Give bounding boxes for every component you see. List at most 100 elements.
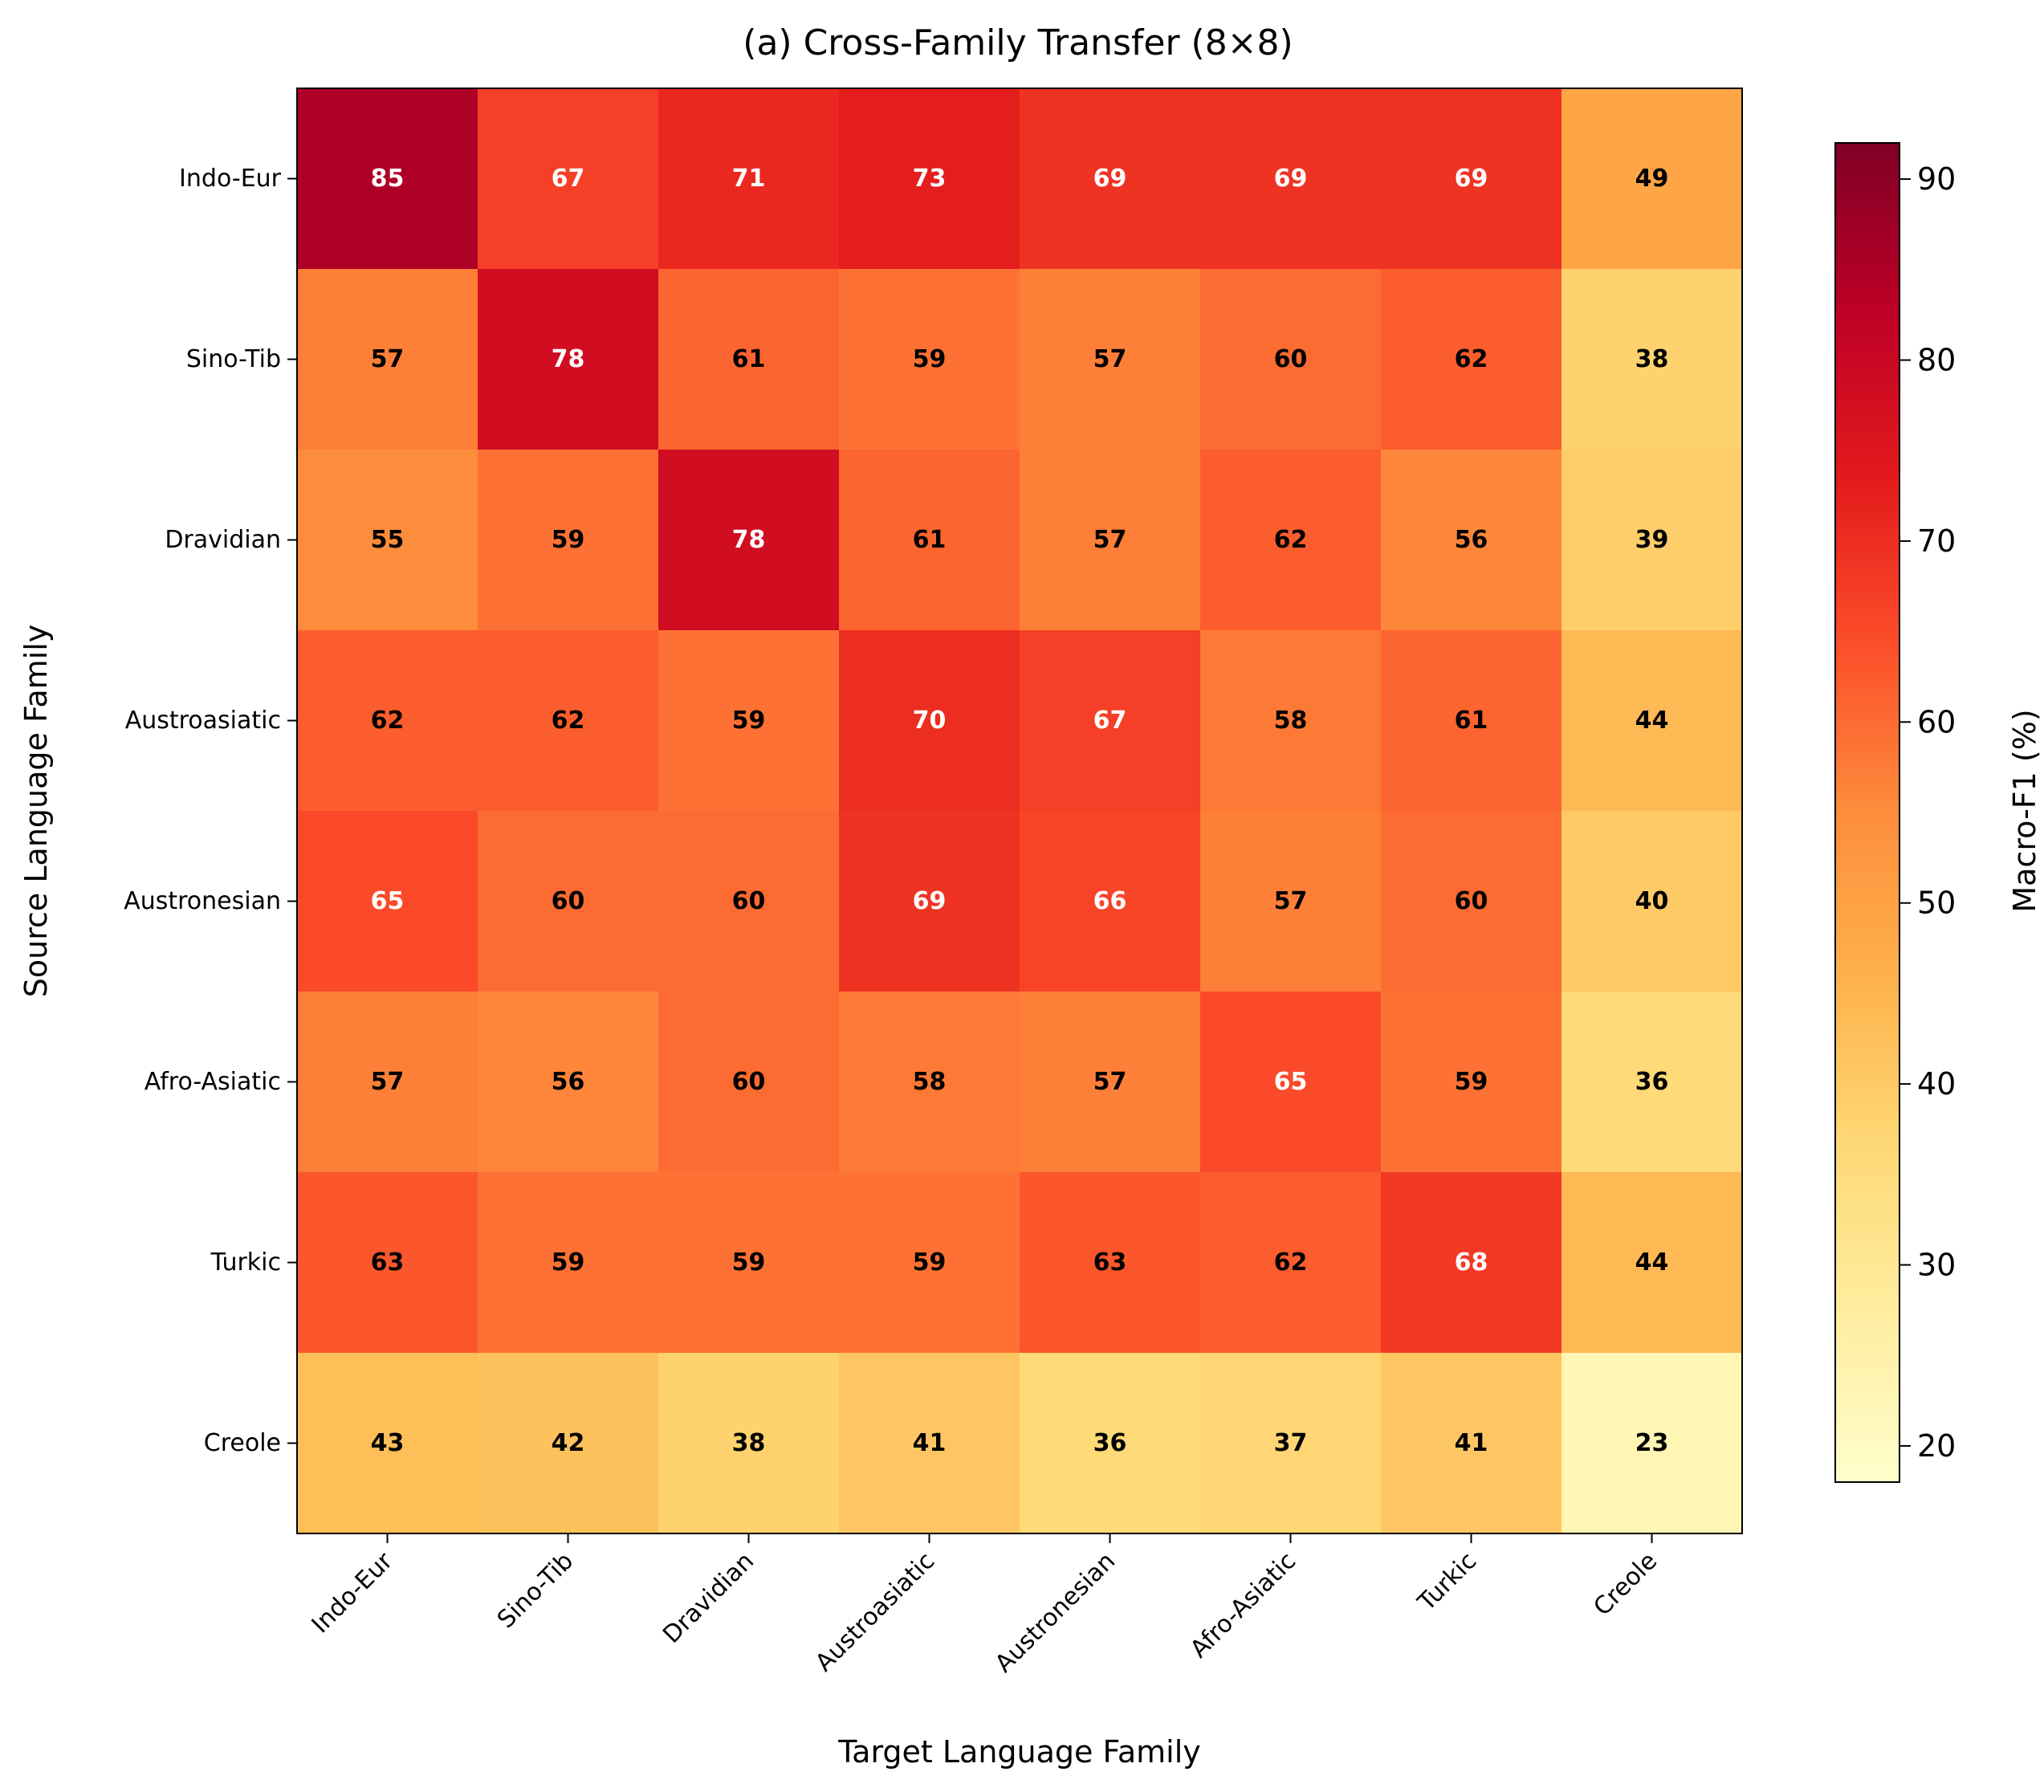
y-tick-label-7: Creole	[204, 1429, 281, 1457]
colorbar-tick-label-70: 70	[1917, 523, 1956, 559]
x-tick-label-0: Indo-Eur	[307, 1546, 399, 1639]
heatmap-cell-7-4	[1020, 1353, 1201, 1534]
heatmap-cell-4-2	[658, 811, 840, 992]
cell-value-label-2-4: 57	[1093, 526, 1127, 554]
heatmap-cell-2-7	[1562, 450, 1743, 631]
cell-value-label-0-3: 73	[913, 165, 947, 193]
heatmap-cell-7-5	[1200, 1353, 1382, 1534]
cell-value-label-0-1: 67	[552, 165, 585, 193]
heatmap-cell-3-3	[839, 630, 1020, 812]
heatmap-cell-7-2	[658, 1353, 840, 1534]
colorbar-tick-label-50: 50	[1917, 886, 1956, 921]
heatmap-cell-2-1	[478, 450, 659, 631]
heatmap-cell-4-6	[1381, 811, 1562, 992]
colorbar-tick-label-90: 90	[1917, 161, 1956, 197]
heatmap-cell-3-2	[658, 630, 840, 812]
heatmap-cell-5-0	[297, 992, 478, 1173]
cell-value-label-0-5: 69	[1274, 165, 1308, 193]
cell-value-label-4-3: 69	[913, 887, 947, 915]
cell-value-label-4-4: 66	[1093, 887, 1127, 915]
y-tick-label-5: Afro-Asiatic	[145, 1068, 281, 1096]
heatmap-cell-6-0	[297, 1172, 478, 1354]
heatmap-cell-1-5	[1200, 269, 1382, 450]
heatmap-cell-6-4	[1020, 1172, 1201, 1354]
x-axis-label: Target Language Family	[837, 1734, 1201, 1770]
heatmap-cell-2-6	[1381, 450, 1562, 631]
cell-value-label-7-2: 38	[732, 1429, 766, 1457]
heatmap-cell-5-6	[1381, 992, 1562, 1173]
heatmap-cell-2-2	[658, 450, 840, 631]
heatmap-cell-7-0	[297, 1353, 478, 1534]
colorbar-label: Macro-F1 (%)	[2007, 709, 2042, 912]
x-tick-label-4: Austronesian	[990, 1547, 1121, 1678]
cell-value-label-4-5: 57	[1274, 887, 1308, 915]
heatmap-cell-5-7	[1562, 992, 1743, 1173]
heatmap-cell-1-6	[1381, 269, 1562, 450]
y-axis-label: Source Language Family	[18, 625, 54, 997]
cell-value-label-7-0: 43	[371, 1429, 405, 1457]
heatmap-cell-0-6	[1381, 88, 1562, 270]
cell-value-label-4-6: 60	[1455, 887, 1488, 915]
heatmap-cell-5-2	[658, 992, 840, 1173]
x-tick-label-7: Creole	[1588, 1547, 1663, 1622]
x-tick-label-5: Afro-Asiatic	[1185, 1547, 1301, 1664]
cell-value-label-5-0: 57	[371, 1068, 405, 1096]
heatmap-cell-4-4	[1020, 811, 1201, 992]
heatmap-cell-3-7	[1562, 630, 1743, 812]
colorbar-tick-label-80: 80	[1917, 342, 1956, 377]
cell-value-label-3-1: 62	[552, 707, 585, 735]
cell-value-label-5-7: 36	[1635, 1068, 1669, 1096]
heatmap-cell-1-4	[1020, 269, 1201, 450]
cell-value-label-0-6: 69	[1455, 165, 1488, 193]
heatmap-cell-2-0	[297, 450, 478, 631]
heatmap-cell-4-3	[839, 811, 1020, 992]
cell-value-label-2-7: 39	[1635, 526, 1669, 554]
cell-value-label-3-7: 44	[1635, 707, 1669, 735]
y-tick-label-4: Austronesian	[124, 887, 281, 915]
heatmap-cell-4-5	[1200, 811, 1382, 992]
heatmap-cell-6-6	[1381, 1172, 1562, 1354]
cell-value-label-5-6: 59	[1455, 1068, 1488, 1096]
cell-value-label-6-2: 59	[732, 1248, 766, 1277]
cell-value-label-6-5: 62	[1274, 1248, 1308, 1277]
cell-value-label-0-0: 85	[371, 165, 405, 193]
cell-value-label-3-6: 61	[1455, 707, 1488, 735]
heatmap-cell-2-4	[1020, 450, 1201, 631]
heatmap-cell-4-7	[1562, 811, 1743, 992]
heatmap-cell-1-0	[297, 269, 478, 450]
x-axis-ticks: Indo-Eur Sino-Tib Dravidian Austroasiatic Au…	[307, 1533, 1663, 1678]
heatmap-cell-2-5	[1200, 450, 1382, 631]
cell-value-label-4-1: 60	[552, 887, 585, 915]
cell-value-label-0-2: 71	[732, 165, 766, 193]
heatmap-cell-4-1	[478, 811, 659, 992]
heatmap-cell-5-1	[478, 992, 659, 1173]
cell-value-label-6-4: 63	[1093, 1248, 1127, 1277]
chart-title: (a) Cross-Family Transfer (8×8)	[743, 22, 1293, 63]
y-tick-label-6: Turkic	[210, 1248, 281, 1277]
cell-value-label-0-4: 69	[1093, 165, 1127, 193]
heatmap-cell-6-3	[839, 1172, 1020, 1354]
cell-value-label-6-0: 63	[371, 1248, 405, 1277]
y-tick-label-1: Sino-Tib	[186, 345, 281, 373]
cell-value-label-1-5: 60	[1274, 345, 1308, 373]
cell-value-label-5-1: 56	[552, 1068, 585, 1096]
heatmap-cell-7-6	[1381, 1353, 1562, 1534]
cell-value-label-7-6: 41	[1455, 1429, 1488, 1457]
y-tick-label-0: Indo-Eur	[179, 165, 282, 193]
heatmap-cell-1-1	[478, 269, 659, 450]
cell-value-label-1-2: 61	[732, 345, 766, 373]
cell-value-label-3-0: 62	[371, 707, 405, 735]
cell-value-label-2-6: 56	[1455, 526, 1488, 554]
y-tick-label-2: Dravidian	[165, 526, 281, 554]
heatmap-cell-3-1	[478, 630, 659, 812]
heatmap-cell-0-3	[839, 88, 1020, 270]
cell-value-label-6-6: 68	[1455, 1248, 1488, 1277]
cell-value-label-3-3: 70	[913, 707, 947, 735]
cell-value-label-7-4: 36	[1093, 1429, 1127, 1457]
cell-value-label-1-7: 38	[1635, 345, 1669, 373]
y-axis-ticks: Indo-Eur Sino-Tib Dravidian Austroasiatic Au…	[124, 165, 297, 1457]
heatmap-cell-2-3	[839, 450, 1020, 631]
heatmap-cells	[297, 88, 1743, 1534]
plot-frame	[296, 88, 1743, 1534]
